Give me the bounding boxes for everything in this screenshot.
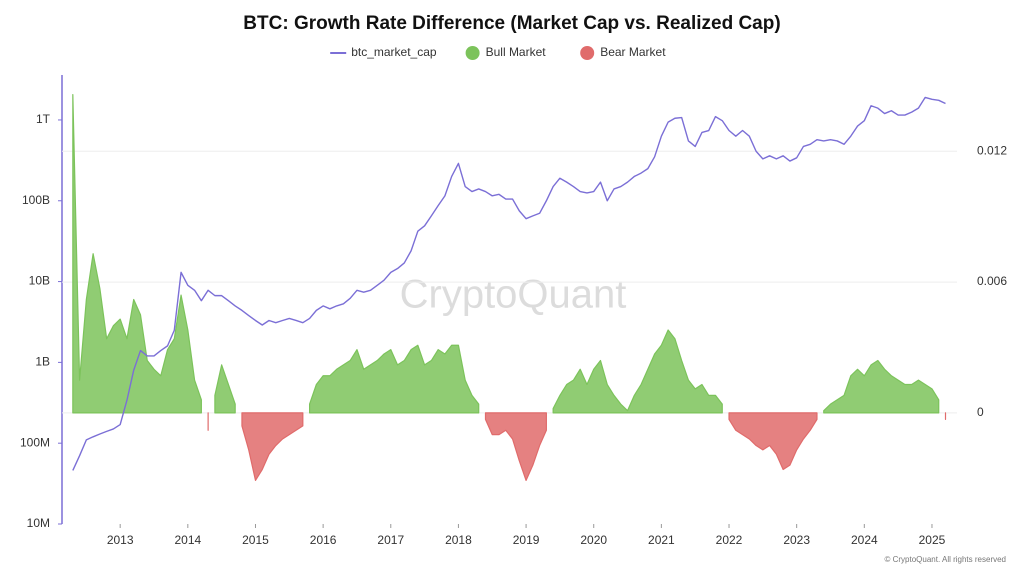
x-tick-label: 2022	[716, 533, 743, 547]
x-tick-label: 2019	[513, 533, 540, 547]
legend-swatch	[465, 46, 480, 60]
grid	[62, 150, 957, 414]
legend: btc_market_cap Bull Market Bear Market	[330, 45, 666, 60]
x-tick-label: 2024	[851, 533, 878, 547]
line	[72, 96, 946, 471]
y-tick-label: 1T	[36, 112, 51, 126]
axes: 10M 100M 1B 10B 100B 1T 0 0.006 0.012 2013 2014 201…	[20, 112, 1007, 547]
x-tick-label: 2023	[783, 533, 810, 547]
y2-tick-label: 0	[977, 405, 984, 419]
y-tick-label: 100M	[20, 435, 50, 449]
legend-label: Bull Market	[486, 45, 547, 59]
x-tick-label: 2014	[174, 533, 201, 547]
areas	[72, 94, 947, 482]
x-tick-label: 2015	[242, 533, 269, 547]
legend-label: btc_market_cap	[351, 45, 437, 59]
y2-tick-label: 0.006	[977, 274, 1007, 288]
footer: © CryptoQuant. All rights reserved	[885, 555, 1007, 564]
x-tick-label: 2021	[648, 533, 675, 547]
area	[207, 412, 947, 482]
lines	[72, 96, 946, 471]
y-tick-label: 10B	[29, 274, 50, 288]
y-tick-label: 10M	[27, 516, 50, 530]
y2-tick-label: 0.012	[977, 143, 1007, 157]
x-tick-label: 2016	[310, 533, 337, 547]
chart-title: BTC: Growth Rate Difference (Market Cap …	[243, 13, 780, 34]
x-tick-label: 2013	[107, 533, 134, 547]
area	[72, 94, 940, 414]
y-tick-label: 1B	[35, 355, 50, 369]
legend-label: Bear Market	[600, 45, 666, 59]
x-tick-label: 2018	[445, 533, 472, 547]
x-tick-label: 2020	[580, 533, 607, 547]
legend-swatch	[580, 46, 595, 60]
y-tick-label: 100B	[22, 193, 50, 207]
x-tick-label: 2017	[377, 533, 404, 547]
watermark: CryptoQuant	[400, 273, 627, 317]
x-tick-label: 2025	[919, 533, 946, 547]
